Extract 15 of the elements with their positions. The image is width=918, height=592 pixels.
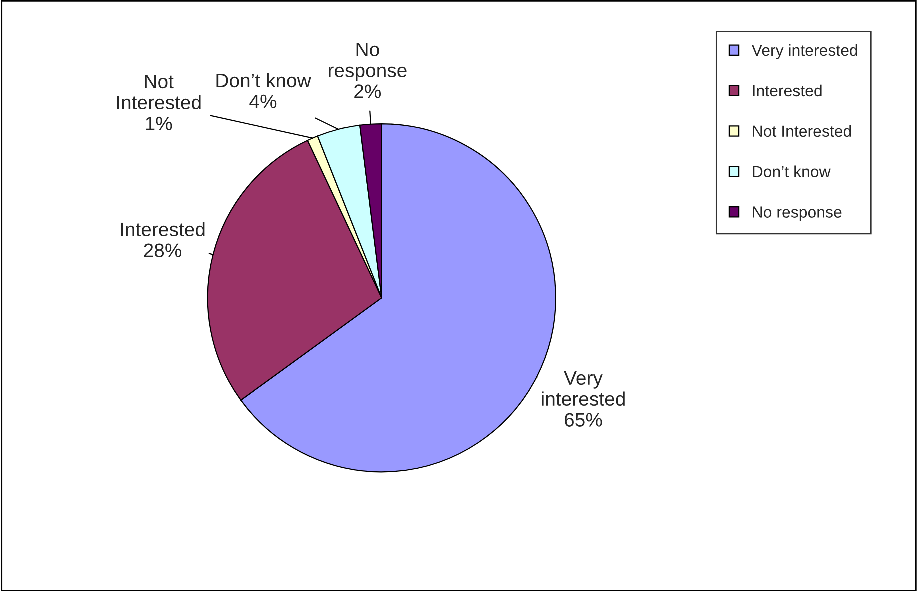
slice-label: Don’t know <box>216 73 312 88</box>
legend-label: Very interested <box>752 44 858 60</box>
data-label: 1% <box>146 116 172 130</box>
slice-label: Very interested <box>542 372 625 406</box>
legend-label: No response <box>753 206 842 222</box>
legend-label: Don’t know <box>753 166 831 178</box>
slice-label: Interested <box>121 222 205 237</box>
slice-label: Not Interested <box>117 75 201 110</box>
data-label: 28% <box>144 244 182 258</box>
legend-label: Not Interested <box>753 125 852 138</box>
legend-label: Interested <box>753 84 822 97</box>
data-label: 65% <box>565 413 602 427</box>
data-label: 2% <box>354 84 382 98</box>
slice-label: No response <box>328 42 407 82</box>
data-label: 4% <box>250 94 277 108</box>
